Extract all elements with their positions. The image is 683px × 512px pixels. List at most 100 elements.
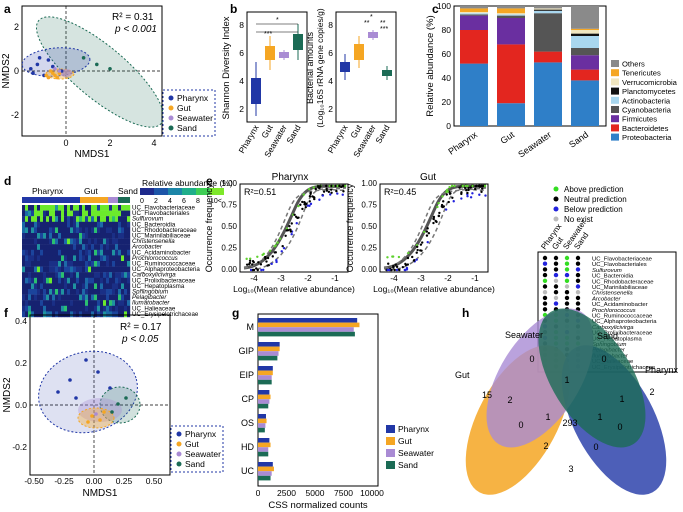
venn-label-pharynx: Pharynx [645,365,679,375]
venn-count: 0 [529,354,534,364]
heat-cell [58,277,62,284]
heat-cell [55,305,59,312]
neutral-point [416,248,419,252]
heat-cell [61,238,65,245]
panel-c-category: Pharynx [446,129,479,156]
panel-b-left-ytick: 4 [239,76,244,86]
heat-cell [91,261,95,267]
heat-cell [115,244,119,250]
neutral-point [404,262,407,266]
panel-b-left-cat: Sand [284,123,303,145]
heat-cell [52,294,56,301]
heat-cell [88,238,92,245]
neutral-point [387,262,390,265]
bar-eip-seawater [258,375,272,380]
neutral-point [303,203,306,206]
heat-cell [52,305,56,312]
neutral-point [266,264,269,267]
heat-cell [67,272,71,278]
venn-count: 293 [562,418,577,428]
heat-cell [25,261,29,267]
scale-swatch [182,188,196,195]
heat-cell [118,305,122,312]
venn-sand [538,308,646,448]
neutral-point [276,241,279,244]
point-gut [55,75,59,80]
heat-cell [43,305,47,312]
heat-cell [124,294,128,301]
heat-cell [64,272,68,278]
heat-cell [97,294,101,301]
taxon-label: UC_Hepatoplasma [132,283,185,290]
heat-cell [52,289,56,295]
taxon-label: UC_Marinilabiliaceae [592,285,648,291]
heat-cell [25,216,29,222]
heat-cell [40,283,44,290]
heat-cell [43,249,47,256]
panel-g-bars [258,318,360,481]
bar-cyanobacteria-seawater [534,13,562,52]
heat-cell [43,300,47,306]
heat-cell [79,238,83,245]
heat-cell [112,221,116,228]
panel-g-xlabel: CSS normalized counts [268,500,368,511]
heat-cell [58,216,62,222]
heat-cell [94,244,98,250]
taxon-label: UC_Marinilabiliaceae [132,233,191,240]
heat-cell [40,305,44,312]
panel-a-legend: Pharynx Gut Seawater Sand [162,89,216,137]
heat-cell [64,289,68,295]
heat-cell [49,238,53,245]
panel-g-legend-sand: Sand [398,460,418,470]
heat-cell [58,238,62,245]
panel-e-label: e [206,174,213,188]
bar-others-pharynx [460,6,488,9]
taxon-label: UC_Alphaproteobacteria [592,319,657,325]
panel-g-xtick: 7500 [334,488,353,498]
f-point [84,358,88,362]
scale-tick: 10< [210,198,222,205]
heat-cell [88,249,92,256]
heat-cell [37,221,41,228]
neutral-point [438,211,441,215]
heat-cell [70,266,74,273]
heat-cell [121,210,125,217]
panel-d-group-bar [22,197,130,203]
point-gut [51,71,55,75]
heat-cell [79,289,83,295]
bar-bacteroidetes-gut [497,44,525,104]
bar-proteobacteria-sand [571,80,599,126]
neutral-point [426,240,429,244]
neutral-point [321,194,325,197]
heat-cell [43,261,47,267]
heat-cell [25,221,29,228]
bar-actinobacteria-seawater [534,10,562,14]
heat-cell [64,210,68,217]
venn-count: 2 [507,395,512,405]
neutral-point [447,200,450,204]
dot-cell [564,255,570,261]
heat-cell [73,261,77,267]
scale-swatch [210,188,224,195]
heat-cell [106,221,110,228]
heat-cell [127,277,131,284]
neutral-point [395,265,399,269]
heat-cell [22,227,26,234]
bar-m-seawater [258,327,354,332]
heat-cell [76,283,80,290]
heat-cell [55,205,59,211]
neutral-point [248,259,252,263]
heat-cell [106,300,110,306]
panel-b-sig-right-2: ** [380,20,386,27]
heat-cell [76,205,80,211]
heat-cell [97,249,101,256]
heat-cell [79,261,83,267]
heat-cell [121,294,125,301]
heat-cell [79,255,83,262]
heat-cell [31,205,35,211]
heat-cell [61,294,65,301]
heat-cell [82,277,86,284]
panel-g-legend-pharynx: Pharynx [398,424,430,434]
heat-cell [91,227,95,234]
panel-e-ytick: 1.00 [221,179,237,188]
